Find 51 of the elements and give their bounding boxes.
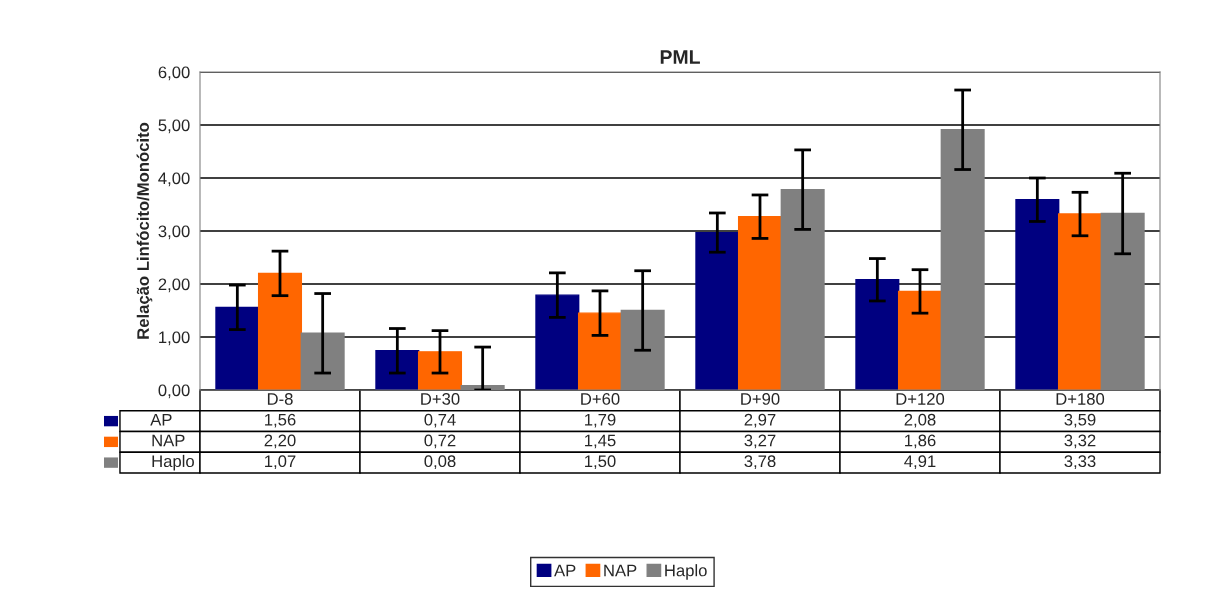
x-tick-label: D+90 <box>741 393 780 405</box>
data-label: 1,45 <box>585 434 616 449</box>
text: Haplo <box>665 564 707 580</box>
data-label: 1,50 <box>585 455 616 470</box>
x-tick-label: D+60 <box>581 393 620 405</box>
x-tick-label: D+180 <box>1056 393 1105 405</box>
y-tick-label: 1,00 <box>159 331 190 346</box>
bar <box>375 350 420 390</box>
data-label: 3,32 <box>1064 434 1096 449</box>
x-tick-label: D+120 <box>896 393 945 405</box>
data-label: 1,86 <box>905 434 936 449</box>
bar <box>215 306 260 390</box>
x-tick-label: D-8 <box>267 393 293 405</box>
y-tick-label: 0,00 <box>158 384 190 399</box>
legend-label: Haplo <box>152 454 194 471</box>
bar <box>1057 213 1103 390</box>
y-tick-label: 3,00 <box>158 225 190 240</box>
y-tick-label: 5,00 <box>158 119 190 134</box>
y-tick-label: 4,00 <box>158 172 190 187</box>
bar <box>737 215 783 390</box>
bar <box>535 294 580 390</box>
bar <box>855 279 900 390</box>
data-label: 0,74 <box>424 413 456 428</box>
data-label: 3,78 <box>744 455 776 470</box>
data-label: 1,56 <box>265 413 296 428</box>
y-tick-label: 2,00 <box>158 278 190 293</box>
chart-title: PML <box>660 50 700 64</box>
data-label: 1,07 <box>265 455 296 470</box>
data-label: 1,79 <box>585 413 616 428</box>
text: NAP <box>604 564 637 577</box>
bar <box>695 231 740 390</box>
data-label: 4,91 <box>904 455 936 470</box>
data-label: 2,08 <box>904 413 936 428</box>
data-label: 3,27 <box>744 434 776 449</box>
x-tick-label: D+30 <box>421 393 460 405</box>
data-label: 3,33 <box>1064 455 1096 470</box>
bar <box>1015 199 1060 390</box>
data-label: 0,72 <box>424 434 456 449</box>
bar <box>417 351 463 390</box>
legend-label: NAP <box>152 434 185 447</box>
data-label: 0,08 <box>424 455 456 470</box>
bar <box>577 312 623 390</box>
bar <box>257 272 303 390</box>
y-axis-title: Relação Linfócito/Monócito <box>136 122 153 339</box>
bar <box>897 290 943 390</box>
data-label: 2,20 <box>264 434 296 449</box>
legend-label: AP <box>150 413 172 426</box>
data-label: 2,97 <box>744 413 776 428</box>
text: AP <box>554 564 576 577</box>
y-tick-label: 6,00 <box>158 66 190 81</box>
data-label: 3,59 <box>1064 413 1096 428</box>
